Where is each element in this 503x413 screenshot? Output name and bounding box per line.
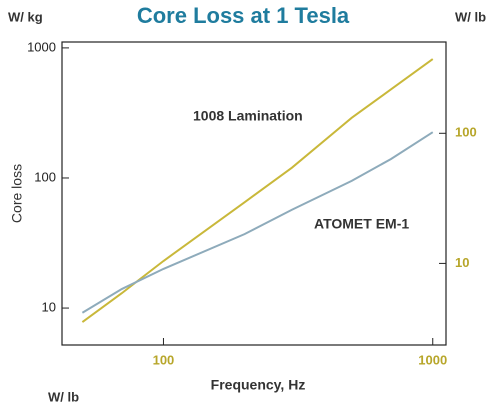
series-line [81,131,434,314]
series-label: 1008 Lamination [193,108,303,124]
x-tick-label: 100 [153,352,175,367]
y2-unit-label: W/ lb [455,9,486,24]
y-unit-label: W/ kg [8,9,43,24]
y-tick-label: 10 [42,299,56,314]
plot-frame [61,41,447,346]
y-tick-label: 1000 [27,39,56,54]
x-tick-label: 1000 [418,352,447,367]
series-line [81,58,434,323]
y2-tick-label: 100 [455,125,477,140]
y2-tick-label: 10 [455,255,469,270]
footnote: W/ lb [48,389,79,404]
chart-title: Core Loss at 1 Tesla [137,3,350,28]
x-axis-label: Frequency, Hz [211,377,306,393]
y-tick-label: 100 [34,169,56,184]
series-label: ATOMET EM-1 [314,216,409,232]
y-axis-label: Core loss [9,164,25,223]
